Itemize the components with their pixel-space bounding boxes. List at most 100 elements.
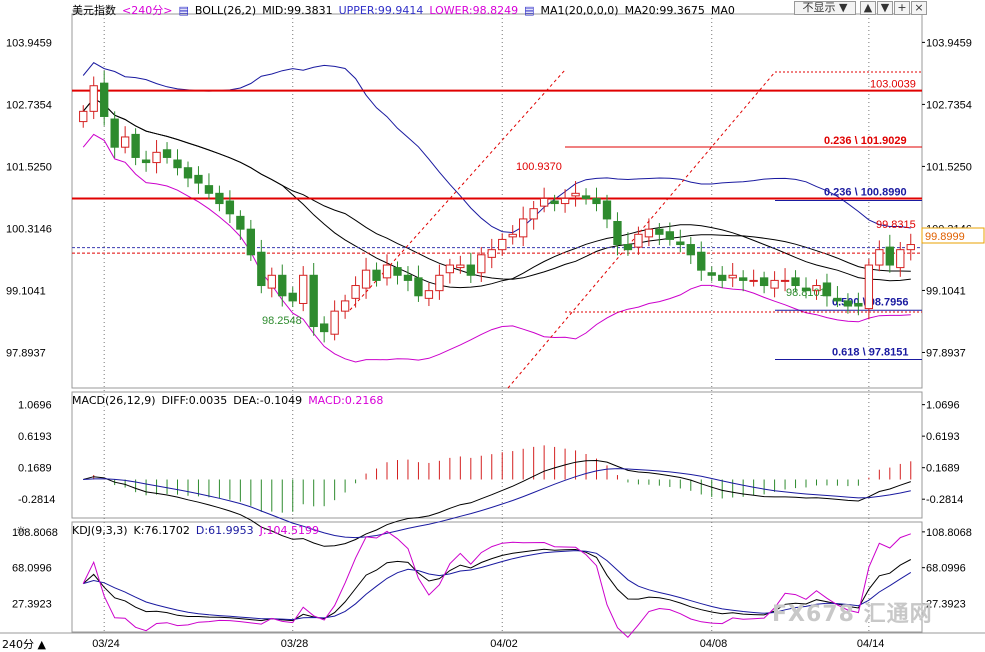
candle-body — [508, 233, 517, 238]
candle-body — [225, 200, 235, 215]
price-tick-label: 103.9459 — [926, 37, 972, 49]
timeframe-button[interactable]: 240分 ▲ — [2, 638, 46, 651]
kdj-tick-label-left: 68.0996 — [12, 563, 52, 575]
candle-body — [278, 274, 287, 297]
candle-body — [707, 272, 716, 276]
candle-body — [780, 279, 790, 282]
candle-body — [519, 218, 528, 238]
candle-body — [665, 231, 675, 240]
candle-body — [759, 277, 769, 287]
candle-body — [173, 159, 182, 169]
candle-body — [299, 274, 308, 304]
candle-body — [529, 208, 538, 220]
candle-body — [162, 149, 172, 158]
kdj-tick-label: 27.3923 — [926, 598, 966, 610]
candle-body — [194, 174, 203, 184]
boll-lower-line — [82, 133, 911, 363]
candle-body — [120, 136, 130, 148]
candle-body — [89, 85, 98, 112]
price-tick-label: 102.7354 — [926, 99, 972, 111]
candle-body — [498, 238, 507, 251]
candle-body — [885, 246, 894, 266]
macd-tick-label: 1.0696 — [926, 400, 960, 412]
panel-frame — [71, 13, 923, 389]
fib-label: 0.236 \ 100.8990 — [824, 186, 907, 198]
kdj-tick-label-left: 108.8068 — [12, 527, 58, 539]
candle-body — [550, 200, 559, 205]
price-tick-label-left: 99.1041 — [6, 285, 46, 297]
candle-body — [141, 159, 151, 164]
macd-label: MACD(26,12,9) — [72, 394, 156, 407]
gear-icon[interactable]: ☼ — [16, 524, 26, 537]
panel-frame — [71, 521, 923, 633]
hide-dropdown[interactable]: 不显示 ▼ — [794, 1, 856, 15]
symbol-name: 美元指数 — [72, 4, 116, 17]
candle-body — [801, 287, 811, 292]
kdj-d: D:61.9953 — [195, 524, 254, 537]
macd-tick-label-left: 0.6193 — [18, 431, 52, 443]
candle-body — [560, 197, 570, 205]
candle-body — [896, 249, 905, 269]
last-price-label: 99.8999 — [925, 231, 965, 243]
candle-body — [204, 185, 214, 194]
candle-body — [466, 264, 475, 276]
candle-body — [403, 274, 413, 281]
price-header: 美元指数 <240分> ▤ BOLL(26,2) MID:99.3831 UPPER:99… — [72, 2, 741, 18]
macd-value: MACD:0.2168 — [308, 394, 384, 407]
boll-lower: LOWER:98.8249 — [429, 4, 519, 17]
candle-body — [581, 195, 591, 199]
price-tick-label: 97.8937 — [926, 347, 966, 359]
watermark-logo: FX678 汇通网 — [772, 602, 933, 627]
macd-tick-label: 0.6193 — [926, 431, 960, 443]
candle-body — [791, 277, 800, 287]
x-tick-label: 03/28 — [281, 638, 309, 650]
boll-indicator-icon: ▤ — [178, 4, 189, 17]
candle-body — [812, 285, 821, 292]
price-tick-label-left: 97.8937 — [6, 347, 46, 359]
candle-body — [110, 118, 119, 148]
low-annotation: 98.8101 — [786, 287, 826, 299]
kdj-tick-label: 68.0996 — [926, 563, 966, 575]
candle-body — [770, 279, 779, 289]
macd-diff-line — [83, 459, 911, 547]
candle-body — [676, 241, 685, 246]
candle-body — [215, 192, 224, 205]
move-down-button[interactable]: ▼ — [877, 1, 893, 15]
candle-body — [414, 277, 423, 297]
candle-body — [267, 274, 276, 289]
candle-body — [686, 244, 695, 256]
candle-body — [875, 249, 884, 266]
candle-body — [539, 197, 549, 207]
candle-body — [424, 290, 434, 299]
candle-body — [623, 244, 633, 251]
candle-body — [257, 251, 266, 287]
x-tick-label: 04/14 — [857, 638, 885, 650]
x-tick-label: 04/02 — [490, 638, 518, 650]
candle-body — [718, 274, 727, 281]
candle-body — [697, 251, 706, 271]
ma0-label: MA0 — [710, 4, 735, 17]
kdj-header: KDJ(9,3,3) K:76.1702 D:61.9953 J:104.5199 — [72, 524, 325, 537]
candle-body — [435, 274, 444, 292]
price-tick-label-left: 103.9459 — [6, 37, 52, 49]
ma20-value: MA20:99.3675 — [624, 4, 705, 17]
candle-body — [602, 200, 612, 220]
timeframe-label[interactable]: <240分> — [122, 4, 173, 17]
add-button[interactable]: + — [894, 1, 910, 15]
fib-label: 0.236 \ 101.9029 — [824, 135, 907, 147]
kdj-d-line — [83, 550, 912, 621]
candle-body — [613, 220, 622, 246]
candle-body — [487, 249, 496, 258]
candle-body — [655, 228, 664, 235]
candle-body — [854, 302, 863, 307]
panel-frame — [71, 391, 923, 519]
close-button[interactable]: × — [911, 1, 927, 15]
kdj-label: KDJ(9,3,3) — [72, 524, 128, 537]
candle-body — [131, 133, 140, 158]
candle-body — [351, 285, 360, 299]
move-up-button[interactable]: ▲ — [860, 1, 876, 15]
price-tick-label-left: 101.5250 — [6, 161, 52, 173]
candle-body — [822, 282, 832, 297]
candle-body — [728, 274, 737, 279]
candle-body — [843, 300, 853, 307]
